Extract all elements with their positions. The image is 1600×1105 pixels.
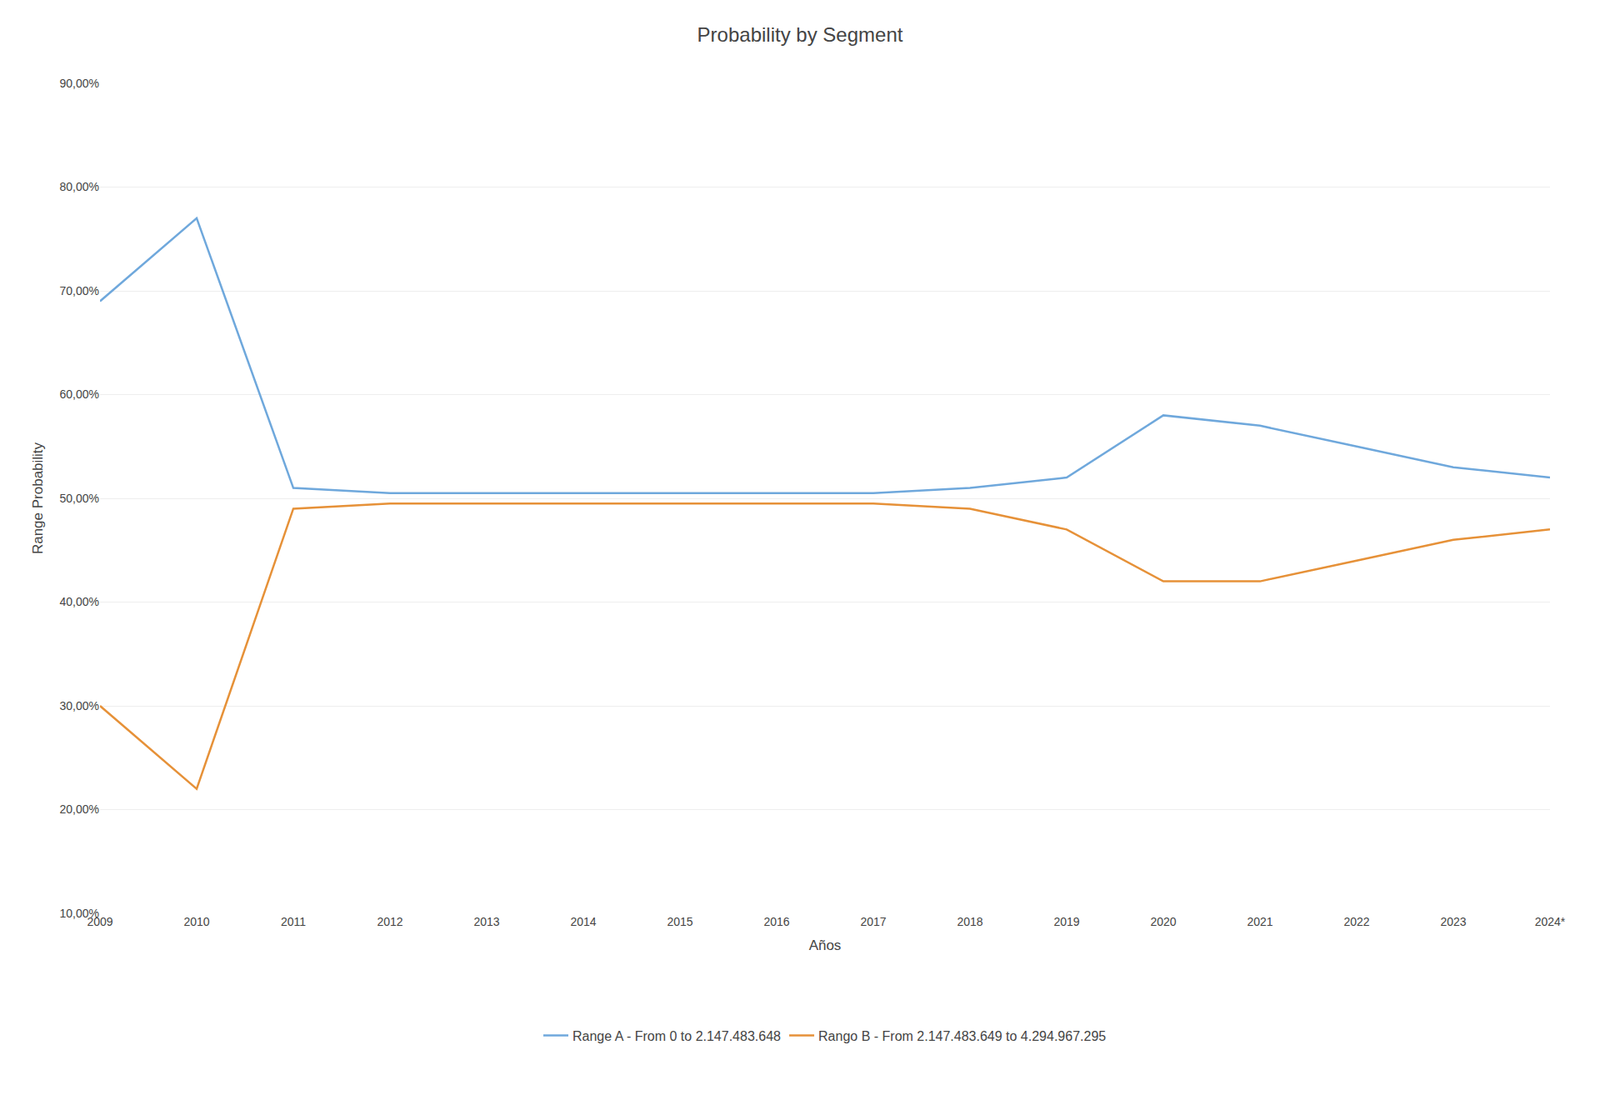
svg-text:2017: 2017 (860, 915, 886, 929)
svg-text:2021: 2021 (1246, 915, 1273, 929)
svg-text:80,00%: 80,00% (60, 180, 100, 194)
svg-text:2018: 2018 (956, 915, 983, 929)
svg-text:60,00%: 60,00% (60, 387, 100, 401)
svg-text:Range A - From 0 to 2.147.483.: Range A - From 0 to 2.147.483.648 (572, 1029, 781, 1044)
svg-text:30,00%: 30,00% (60, 699, 100, 713)
svg-text:2011: 2011 (280, 915, 306, 929)
svg-text:Range Probability: Range Probability (30, 441, 46, 555)
svg-text:40,00%: 40,00% (60, 595, 100, 609)
svg-text:90,00%: 90,00% (60, 76, 100, 90)
svg-text:2023: 2023 (1440, 915, 1466, 929)
svg-text:Años: Años (809, 937, 842, 954)
svg-text:2015: 2015 (666, 915, 693, 929)
svg-text:2014: 2014 (570, 915, 596, 929)
svg-text:2022: 2022 (1343, 915, 1370, 929)
svg-text:2009: 2009 (86, 915, 113, 929)
svg-text:2010: 2010 (183, 915, 210, 929)
svg-text:2019: 2019 (1053, 915, 1080, 929)
svg-text:Rango B - From 2.147.483.649 t: Rango B - From 2.147.483.649 to 4.294.96… (818, 1029, 1106, 1044)
svg-text:Probability by Segment: Probability by Segment (697, 23, 904, 46)
svg-text:2013: 2013 (473, 915, 500, 929)
svg-text:2024*: 2024* (1535, 915, 1566, 929)
svg-text:20,00%: 20,00% (60, 802, 100, 816)
svg-text:70,00%: 70,00% (60, 284, 100, 298)
svg-text:10,00%: 10,00% (60, 906, 100, 920)
svg-text:2016: 2016 (763, 915, 790, 929)
svg-text:50,00%: 50,00% (60, 491, 100, 505)
svg-text:2012: 2012 (376, 915, 403, 929)
svg-text:2020: 2020 (1150, 915, 1176, 929)
